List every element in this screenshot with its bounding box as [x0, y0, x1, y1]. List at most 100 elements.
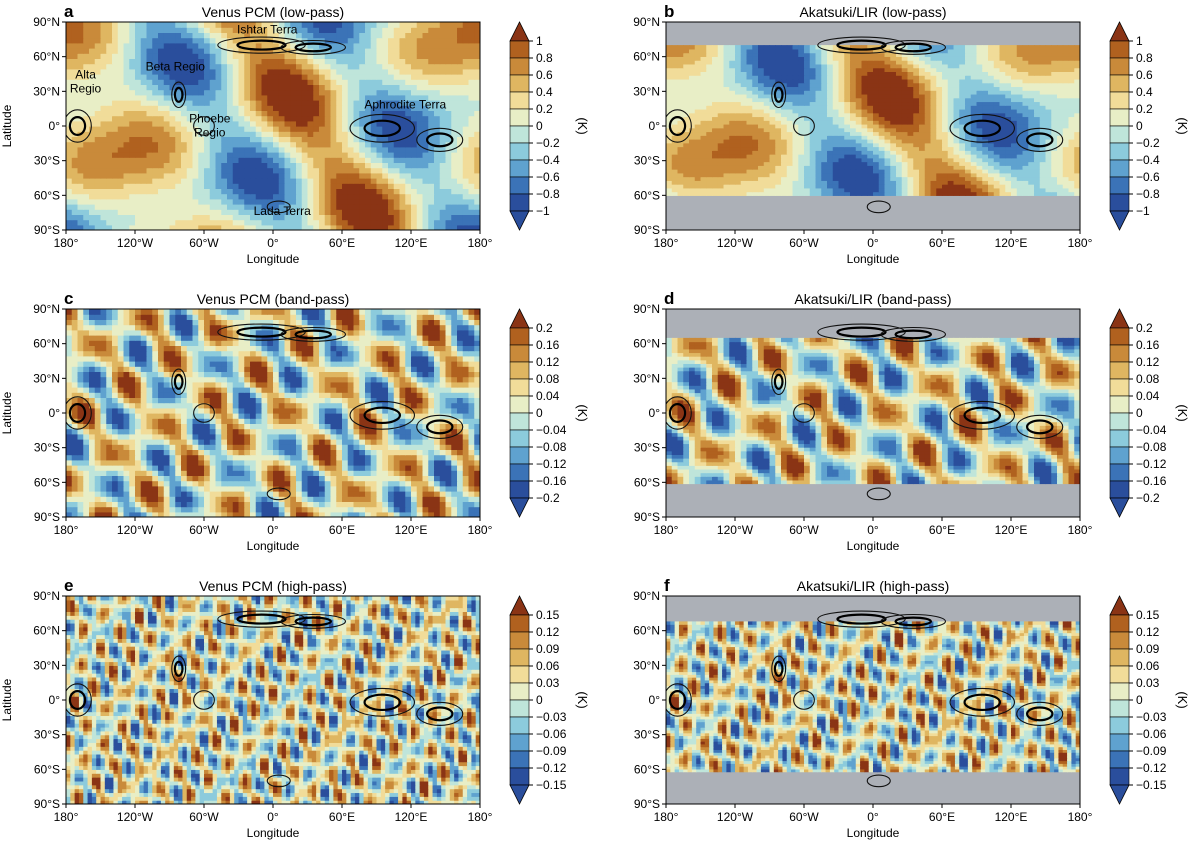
- heatmap-cell: [308, 74, 314, 80]
- heatmap-cell: [83, 183, 89, 189]
- heatmap-cell: [423, 157, 429, 163]
- heatmap-cell: [816, 180, 822, 184]
- heatmap-cell: [1046, 98, 1052, 102]
- heatmap-cell: [239, 69, 245, 75]
- heatmap-cell: [781, 162, 787, 166]
- heatmap-cell: [388, 188, 394, 194]
- heatmap-cell: [279, 194, 285, 200]
- heatmap-cell: [256, 157, 262, 163]
- heatmap-cell: [124, 168, 130, 174]
- heatmap-cell: [371, 162, 377, 168]
- heatmap-cell: [388, 74, 394, 80]
- heatmap-cell: [273, 69, 279, 75]
- region-label: Alta: [75, 68, 96, 82]
- heatmap-cell: [908, 158, 914, 162]
- heatmap-cell: [181, 43, 187, 49]
- heatmap-cell: [798, 124, 804, 128]
- heatmap-cell: [262, 69, 268, 75]
- heatmap-cell: [862, 105, 868, 109]
- heatmap-cell: [118, 79, 124, 85]
- heatmap-cell: [193, 183, 199, 189]
- heatmap-cell: [890, 116, 896, 120]
- heatmap-cell: [701, 120, 707, 124]
- heatmap-cell: [124, 173, 130, 179]
- heatmap-cell: [931, 184, 937, 188]
- heatmap-cell: [954, 143, 960, 147]
- heatmap-cell: [908, 120, 914, 124]
- heatmap-cell: [469, 121, 475, 127]
- heatmap-cell: [423, 53, 429, 59]
- heatmap-cell: [971, 105, 977, 109]
- heatmap-cell: [164, 79, 170, 85]
- heatmap-cell: [451, 183, 457, 189]
- heatmap-cell: [729, 177, 735, 181]
- heatmap-cell: [810, 158, 816, 162]
- heatmap-cell: [954, 169, 960, 173]
- heatmap-cell: [701, 94, 707, 98]
- heatmap-cell: [1023, 180, 1029, 184]
- heatmap-cell: [342, 126, 348, 132]
- heatmap-cell: [1034, 90, 1040, 94]
- heatmap-cell: [833, 135, 839, 139]
- heatmap-cell: [78, 220, 84, 226]
- heatmap-cell: [262, 84, 268, 90]
- x-tick-label: 180°: [54, 236, 79, 250]
- heatmap-cell: [666, 180, 672, 184]
- heatmap-cell: [342, 136, 348, 142]
- heatmap-cell: [689, 154, 695, 158]
- heatmap-cell: [382, 147, 388, 153]
- heatmap-cell: [428, 178, 434, 184]
- heatmap-cell: [925, 173, 931, 177]
- heatmap-cell: [729, 154, 735, 158]
- heatmap-cell: [758, 169, 764, 173]
- heatmap-cell: [417, 194, 423, 200]
- heatmap-cell: [325, 142, 331, 148]
- heatmap-cell: [141, 147, 147, 153]
- heatmap-cell: [101, 110, 107, 116]
- heatmap-cell: [718, 162, 724, 166]
- heatmap-cell: [417, 90, 423, 96]
- heatmap-cell: [170, 126, 176, 132]
- heatmap-cell: [175, 110, 181, 116]
- heatmap-cell: [672, 147, 678, 151]
- heatmap-cell: [919, 173, 925, 177]
- heatmap-cell: [348, 64, 354, 70]
- heatmap-cell: [902, 169, 908, 173]
- heatmap-cell: [371, 74, 377, 80]
- heatmap-cell: [170, 214, 176, 220]
- heatmap-cell: [689, 90, 695, 94]
- heatmap-cell: [187, 53, 193, 59]
- heatmap-cell: [417, 157, 423, 163]
- heatmap-cell: [712, 158, 718, 162]
- heatmap-cell: [850, 101, 856, 105]
- heatmap-cell: [365, 79, 371, 85]
- heatmap-cell: [451, 27, 457, 33]
- heatmap-cell: [210, 64, 216, 70]
- heatmap-cell: [954, 188, 960, 192]
- heatmap-cell: [1063, 154, 1069, 158]
- heatmap-cell: [902, 135, 908, 139]
- heatmap-cell: [181, 199, 187, 205]
- heatmap-cell: [267, 168, 273, 174]
- heatmap-cell: [382, 168, 388, 174]
- heatmap-cell: [913, 116, 919, 120]
- heatmap-cell: [279, 152, 285, 158]
- heatmap-cell: [747, 116, 753, 120]
- heatmap-cell: [683, 162, 689, 166]
- heatmap-cell: [948, 94, 954, 98]
- heatmap-cell: [112, 220, 118, 226]
- heatmap-cell: [971, 94, 977, 98]
- heatmap-cell: [382, 152, 388, 158]
- heatmap-cell: [273, 147, 279, 153]
- heatmap-cell: [72, 27, 78, 33]
- heatmap-cell: [285, 84, 291, 90]
- heatmap-cell: [1023, 173, 1029, 177]
- heatmap-cell: [250, 79, 256, 85]
- heatmap-cell: [890, 173, 896, 177]
- heatmap-cell: [193, 204, 199, 210]
- heatmap-cell: [718, 169, 724, 173]
- heatmap-cell: [319, 95, 325, 101]
- heatmap-cell: [463, 209, 469, 215]
- heatmap-cell: [273, 220, 279, 226]
- heatmap-cell: [469, 22, 475, 28]
